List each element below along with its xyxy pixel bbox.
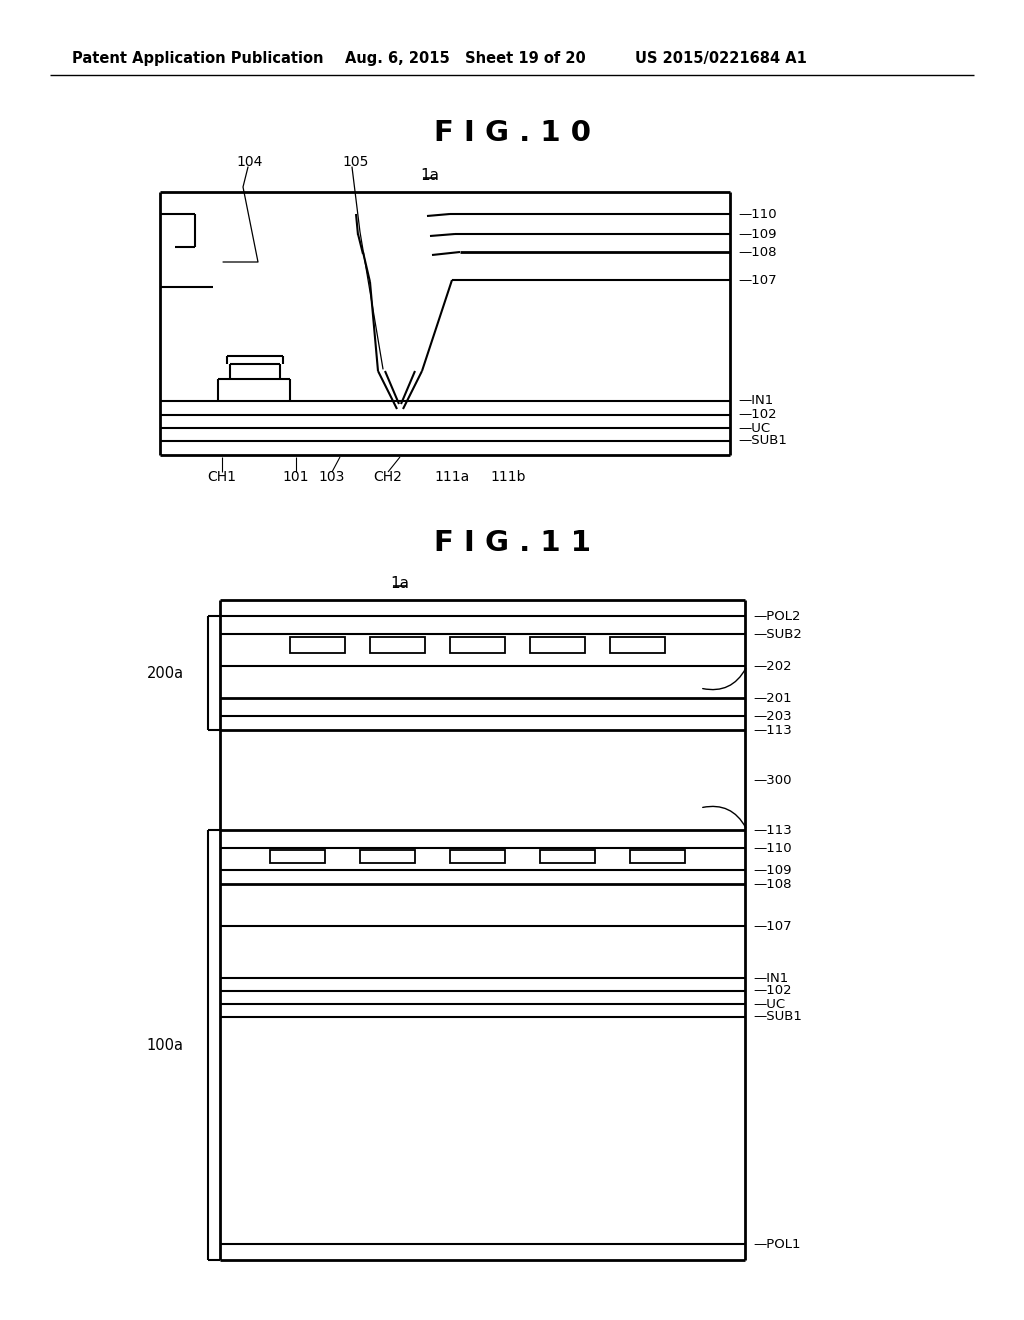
Text: 200a: 200a [146,665,183,681]
Text: Aug. 6, 2015   Sheet 19 of 20: Aug. 6, 2015 Sheet 19 of 20 [345,50,586,66]
Text: —113: —113 [753,824,792,837]
Text: F I G . 1 0: F I G . 1 0 [433,119,591,147]
Text: Patent Application Publication: Patent Application Publication [72,50,324,66]
Text: —108: —108 [753,878,792,891]
Text: 101: 101 [283,470,309,484]
Text: —300: —300 [753,774,792,787]
Bar [270,850,325,863]
Text: —108: —108 [738,246,776,259]
Text: —110: —110 [738,207,776,220]
Text: —203: —203 [753,710,792,722]
Text: F I G . 1 1: F I G . 1 1 [433,529,591,557]
Text: 1a: 1a [421,168,439,182]
Text: —113: —113 [753,723,792,737]
Text: 103: 103 [318,470,345,484]
Bar [530,638,585,653]
Bar [610,638,665,653]
Text: CH1: CH1 [208,470,237,484]
Text: —201: —201 [753,692,792,705]
Text: 100a: 100a [146,1038,183,1052]
Bar [450,638,505,653]
Text: —POL2: —POL2 [753,610,801,623]
Text: 105: 105 [342,154,369,169]
Text: 1a: 1a [390,576,410,590]
Text: 104: 104 [236,154,262,169]
Bar [370,638,425,653]
Text: —POL1: —POL1 [753,1238,801,1250]
Text: —SUB1: —SUB1 [738,434,786,447]
Bar [450,850,505,863]
Text: —UC: —UC [753,998,785,1011]
Text: —110: —110 [753,842,792,854]
Bar [540,850,595,863]
Text: —SUB2: —SUB2 [753,627,802,640]
Text: 111b: 111b [490,470,525,484]
Text: —107: —107 [738,273,776,286]
Bar [290,638,345,653]
Text: —IN1: —IN1 [753,972,788,985]
Text: —202: —202 [753,660,792,672]
Text: —102: —102 [753,985,792,998]
Bar [360,850,415,863]
Text: —IN1: —IN1 [738,395,773,408]
Text: US 2015/0221684 A1: US 2015/0221684 A1 [635,50,807,66]
Text: —109: —109 [738,227,776,240]
Text: —SUB1: —SUB1 [753,1011,802,1023]
Text: —UC: —UC [738,421,770,434]
Text: CH2: CH2 [374,470,402,484]
Text: —107: —107 [753,920,792,932]
Bar [630,850,685,863]
Text: —102: —102 [738,408,776,421]
Text: —109: —109 [753,863,792,876]
Text: 111a: 111a [434,470,470,484]
